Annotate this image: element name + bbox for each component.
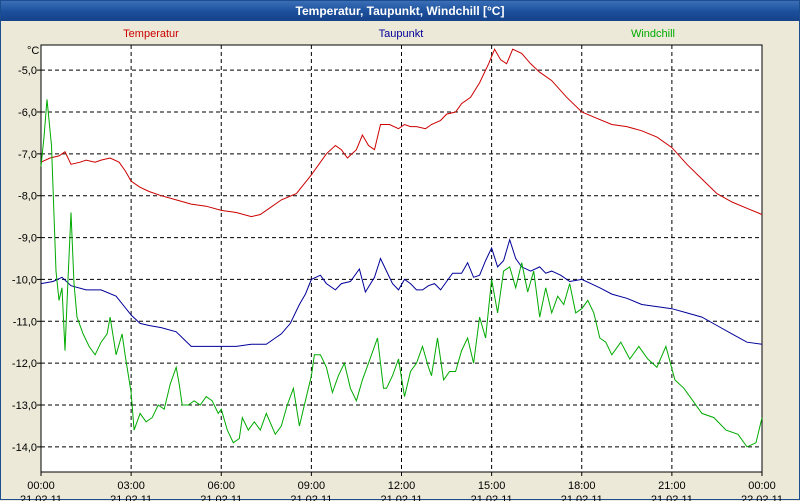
series-line-taupunkt — [40, 237, 763, 347]
x-tick-date: 21.02.11 — [380, 494, 422, 501]
y-tick-label: -14,0 — [12, 442, 37, 454]
x-tick-time: 12:00 — [388, 480, 416, 492]
x-tick-time: 06:00 — [207, 480, 235, 492]
x-tick-date: 21.02.11 — [471, 494, 513, 501]
x-axis-ticks: 00:00 21.02.11 03:00 21.02.11 06:00 21.02.11 0… — [20, 472, 783, 501]
x-tick-date: 22.02.11 — [741, 494, 783, 501]
x-tick-time: 15:00 — [478, 480, 506, 492]
x-tick-time: 03:00 — [117, 480, 145, 492]
x-tick-time: 18:00 — [568, 480, 596, 492]
y-axis-ticks: -5,0 -6,0 -7,0 -8,0 -9,0 -10,0 -11,0 -12,0 -13,0… — [12, 65, 41, 454]
y-tick-label: -6,0 — [18, 107, 37, 119]
y-tick-label: -9,0 — [18, 233, 37, 245]
chart-canvas: -5,0 -6,0 -7,0 -8,0 -9,0 -10,0 -11,0 -12,0 -13,0… — [12, 28, 783, 501]
x-tick-time: 00:00 — [27, 480, 55, 492]
x-tick-date: 21.02.11 — [651, 494, 693, 501]
legend-temperatur: Temperatur — [123, 28, 179, 40]
y-tick-label: -13,0 — [12, 400, 37, 412]
window-title: Temperatur, Taupunkt, Windchill [°C] — [1, 1, 799, 21]
x-tick-date: 21.02.11 — [110, 494, 152, 501]
series-line-windchill — [40, 99, 763, 448]
y-unit-label: °C — [27, 45, 39, 57]
series-line-temperatur — [40, 48, 763, 218]
grid — [40, 45, 763, 472]
y-tick-label: -8,0 — [18, 191, 37, 203]
legend: Temperatur Taupunkt Windchill — [123, 28, 675, 40]
x-tick-time: 09:00 — [298, 480, 326, 492]
x-tick-date: 21.02.11 — [20, 494, 62, 501]
legend-windchill: Windchill — [631, 28, 675, 40]
x-tick-date: 21.02.11 — [561, 494, 603, 501]
x-tick-time: 21:00 — [658, 480, 686, 492]
x-tick-date: 21.02.11 — [290, 494, 332, 501]
x-tick-date: 21.02.11 — [200, 494, 242, 501]
series-lines — [40, 48, 763, 448]
y-tick-label: -5,0 — [18, 65, 37, 77]
y-tick-label: -10,0 — [12, 274, 37, 286]
x-tick-time: 00:00 — [748, 480, 776, 492]
y-tick-label: -7,0 — [18, 149, 37, 161]
y-tick-label: -12,0 — [12, 358, 37, 370]
y-tick-label: -11,0 — [13, 316, 37, 328]
legend-taupunkt: Taupunkt — [379, 28, 424, 40]
